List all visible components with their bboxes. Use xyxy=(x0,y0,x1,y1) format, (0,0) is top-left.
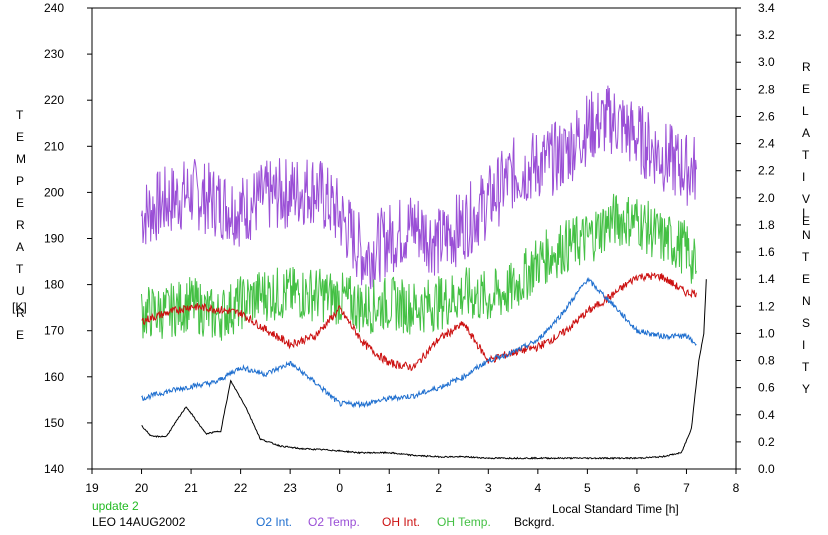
right-axis-label-intensity-letter: I xyxy=(802,206,806,220)
right-axis-label-intensity-letter: I xyxy=(802,338,806,352)
left-axis-label-letter: A xyxy=(16,240,25,254)
left-axis-label-letter: M xyxy=(16,152,26,166)
y-right-tick-label: 0.8 xyxy=(758,354,775,368)
y-left-tick-label: 210 xyxy=(44,139,64,153)
x-tick-label: 21 xyxy=(184,481,198,495)
left-axis-label-letter: E xyxy=(16,328,25,342)
right-axis-label-intensity-letter: T xyxy=(802,250,810,264)
right-axis-label-relative-letter: R xyxy=(802,60,811,74)
x-tick-label: 2 xyxy=(435,481,442,495)
left-axis-label-letter: T xyxy=(16,262,24,276)
x-tick-label: 22 xyxy=(234,481,248,495)
y-right-tick-label: 2.8 xyxy=(758,82,775,96)
y-right-tick-label: 2.6 xyxy=(758,109,775,123)
left-axis-label-letter: E xyxy=(16,130,25,144)
legend-item-o2-temp: O2 Temp. xyxy=(308,515,360,529)
right-axis-label-relative-letter: E xyxy=(802,82,811,96)
y-right-tick-label: 1.2 xyxy=(758,299,775,313)
legend-item-bckgrd: Bckgrd. xyxy=(514,515,555,529)
y-left-tick-label: 200 xyxy=(44,185,64,199)
left-axis-label-letter: U xyxy=(16,284,25,298)
ticks-layer: 19 20 21 22 23 0 1 2 3 4 5 6 7 8140150160170180190200… xyxy=(44,1,775,495)
x-tick-label: 0 xyxy=(336,481,343,495)
x-tick-label: 5 xyxy=(584,481,591,495)
right-axis-label-relative-letter: E xyxy=(802,214,811,228)
right-axis-label-relative-letter: I xyxy=(802,170,806,184)
y-right-tick-label: 3.0 xyxy=(758,55,775,69)
left-axis-label-letter: R xyxy=(16,218,25,232)
update-note: update 2 xyxy=(92,499,139,513)
x-tick-label: 8 xyxy=(733,481,740,495)
x-tick-label: 20 xyxy=(135,481,149,495)
right-axis-label-intensity-letter: E xyxy=(802,272,811,286)
right-axis-label-intensity-letter: T xyxy=(802,360,810,374)
y-right-tick-label: 0.2 xyxy=(758,435,775,449)
left-axis-label-letter: E xyxy=(16,196,25,210)
y-right-tick-label: 0.6 xyxy=(758,381,775,395)
y-right-tick-label: 2.4 xyxy=(758,137,775,151)
x-tick-label: 3 xyxy=(485,481,492,495)
series-oh-temp-line xyxy=(141,193,697,341)
right-axis-label-intensity-letter: N xyxy=(802,228,811,242)
y-right-tick-label: 0.4 xyxy=(758,408,775,422)
y-left-tick-label: 180 xyxy=(44,278,64,292)
y-left-tick-label: 240 xyxy=(44,1,64,15)
right-axis-label-intensity-letter: Y xyxy=(802,382,811,396)
legend-item-oh-temp: OH Temp. xyxy=(437,515,491,529)
right-axis-label-intensity-letter: S xyxy=(802,316,811,330)
x-tick-label: 23 xyxy=(283,481,297,495)
x-tick-label: 1 xyxy=(386,481,393,495)
y-left-tick-label: 190 xyxy=(44,232,64,246)
left-axis-unit: [K] xyxy=(12,300,27,314)
y-right-tick-label: 2.0 xyxy=(758,191,775,205)
series-bckgrd-line xyxy=(141,279,707,460)
y-right-tick-label: 3.2 xyxy=(758,28,775,42)
left-axis-label-letter: P xyxy=(16,174,25,188)
right-axis-label-relative-letter: L xyxy=(802,104,809,118)
y-right-tick-label: 2.2 xyxy=(758,164,775,178)
series-layer xyxy=(141,85,707,460)
right-axis-label-relative-letter: A xyxy=(802,126,811,140)
series-o2-int-line xyxy=(141,276,697,409)
y-right-tick-label: 1.8 xyxy=(758,218,775,232)
y-right-tick-label: 1.4 xyxy=(758,272,775,286)
y-right-tick-label: 1.0 xyxy=(758,326,775,340)
left-axis-label-letter: R xyxy=(16,306,25,320)
y-right-tick-label: 3.4 xyxy=(758,1,775,15)
x-tick-label: 6 xyxy=(634,481,641,495)
x-tick-label: 7 xyxy=(683,481,690,495)
y-left-tick-label: 230 xyxy=(44,47,64,61)
y-left-tick-label: 220 xyxy=(44,93,64,107)
y-left-tick-label: 170 xyxy=(44,324,64,338)
station-date-label: LEO 14AUG2002 xyxy=(92,515,186,529)
x-tick-label: 19 xyxy=(85,481,99,495)
x-axis-title: Local Standard Time [h] xyxy=(552,502,679,516)
y-right-tick-label: 0.0 xyxy=(758,462,775,476)
x-tick-label: 4 xyxy=(535,481,542,495)
legend-item-oh-int: OH Int. xyxy=(382,515,421,529)
legend-item-o2-int: O2 Int. xyxy=(256,515,293,529)
left-axis-label-letter: T xyxy=(16,108,24,122)
right-axis-label-relative-letter: V xyxy=(802,192,811,206)
right-axis-label-relative-letter: T xyxy=(802,148,810,162)
y-left-tick-label: 150 xyxy=(44,416,64,430)
y-left-tick-label: 140 xyxy=(44,462,64,476)
y-right-tick-label: 1.6 xyxy=(758,245,775,259)
series-oh-int-line xyxy=(141,271,697,372)
y-left-tick-label: 160 xyxy=(44,370,64,384)
series-o2-temp-line xyxy=(141,85,697,290)
right-axis-label-intensity-letter: N xyxy=(802,294,811,308)
